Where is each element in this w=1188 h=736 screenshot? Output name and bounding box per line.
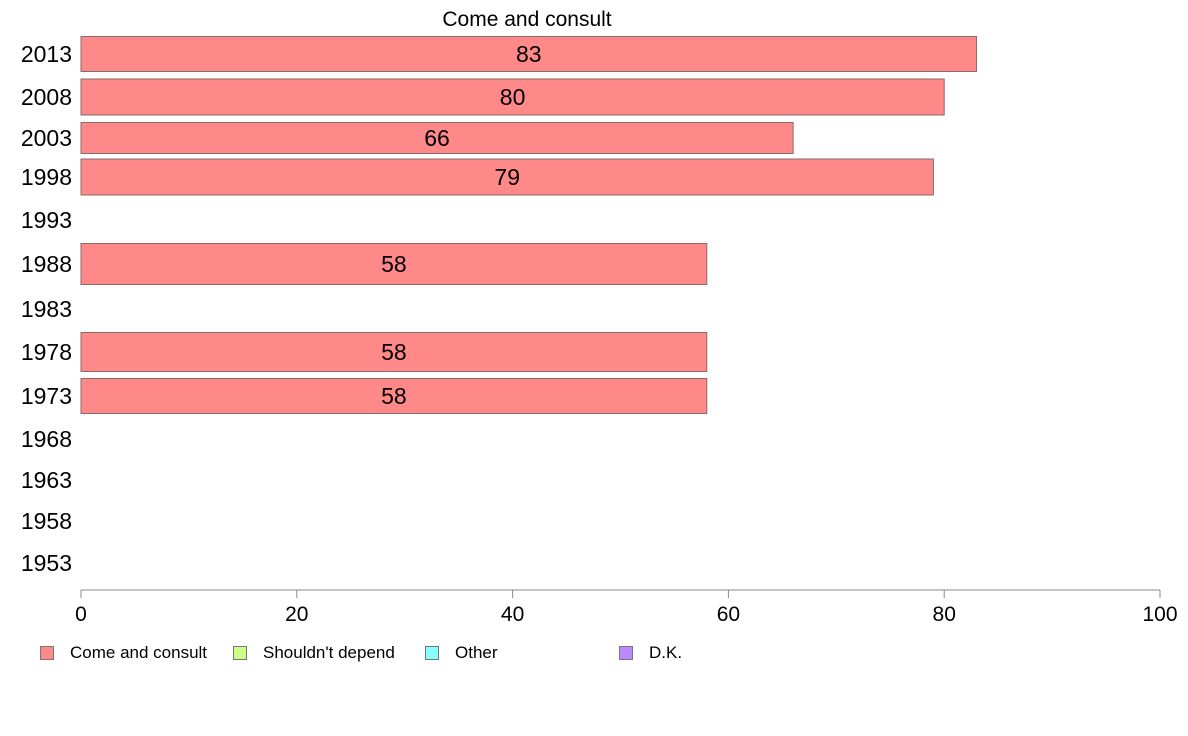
x-axis: 0 20 40 60 80 100 [75, 589, 1178, 626]
legend-swatch [233, 646, 247, 660]
legend-label: Come and consult [70, 643, 208, 662]
bars-group: 83 80 66 79 58 58 58 [80, 36, 978, 414]
y-tick-label: 2013 [21, 41, 72, 67]
y-tick-label: 1998 [21, 164, 72, 190]
bar [80, 36, 978, 72]
bar-value-label: 80 [500, 84, 526, 110]
y-tick-label: 1953 [21, 550, 72, 576]
bar [80, 122, 794, 154]
bar-value-label: 58 [381, 383, 407, 409]
legend-label: Shouldn't depend [263, 643, 395, 662]
chart-title: Come and consult [442, 8, 611, 31]
y-tick-label: 1968 [21, 426, 72, 452]
y-tick-label: 1988 [21, 251, 72, 277]
x-tick-label: 100 [1142, 603, 1177, 626]
x-tick-label: 20 [285, 603, 308, 626]
legend-item-other: Other [425, 643, 498, 663]
bar-value-label: 66 [424, 125, 450, 151]
y-tick-label: 1973 [21, 383, 72, 409]
x-tick-label: 80 [933, 603, 956, 626]
bar [80, 378, 708, 414]
legend-item-shouldnt-depend: Shouldn't depend [233, 643, 395, 663]
legend-swatch [40, 646, 54, 660]
x-tick-label: 0 [75, 603, 87, 626]
y-tick-label: 1993 [21, 207, 72, 233]
y-tick-label: 1978 [21, 339, 72, 365]
bar-value-label: 83 [516, 41, 542, 67]
bar-value-label: 79 [494, 164, 520, 190]
x-tick-label: 60 [717, 603, 740, 626]
bar [80, 243, 708, 285]
legend-swatch [425, 646, 439, 660]
legend-swatch [619, 646, 633, 660]
bar-value-label: 58 [381, 339, 407, 365]
y-axis-labels: 2013 2008 2003 1998 1993 1988 1983 1978 1973 1968… [21, 41, 72, 576]
y-tick-label: 2008 [21, 84, 72, 110]
legend-item-come-and-consult: Come and consult [40, 643, 207, 663]
x-tick-label: 40 [501, 603, 524, 626]
y-tick-label: 1958 [21, 508, 72, 534]
bar [80, 332, 708, 372]
legend-item-dk: D.K. [619, 643, 682, 663]
y-tick-label: 1983 [21, 296, 72, 322]
bar [80, 78, 945, 116]
y-tick-label: 2003 [21, 125, 72, 151]
bar [80, 158, 934, 196]
legend-label: D.K. [649, 643, 683, 662]
y-tick-label: 1963 [21, 467, 72, 493]
bar-value-label: 58 [381, 251, 407, 277]
legend-label: Other [455, 643, 498, 662]
